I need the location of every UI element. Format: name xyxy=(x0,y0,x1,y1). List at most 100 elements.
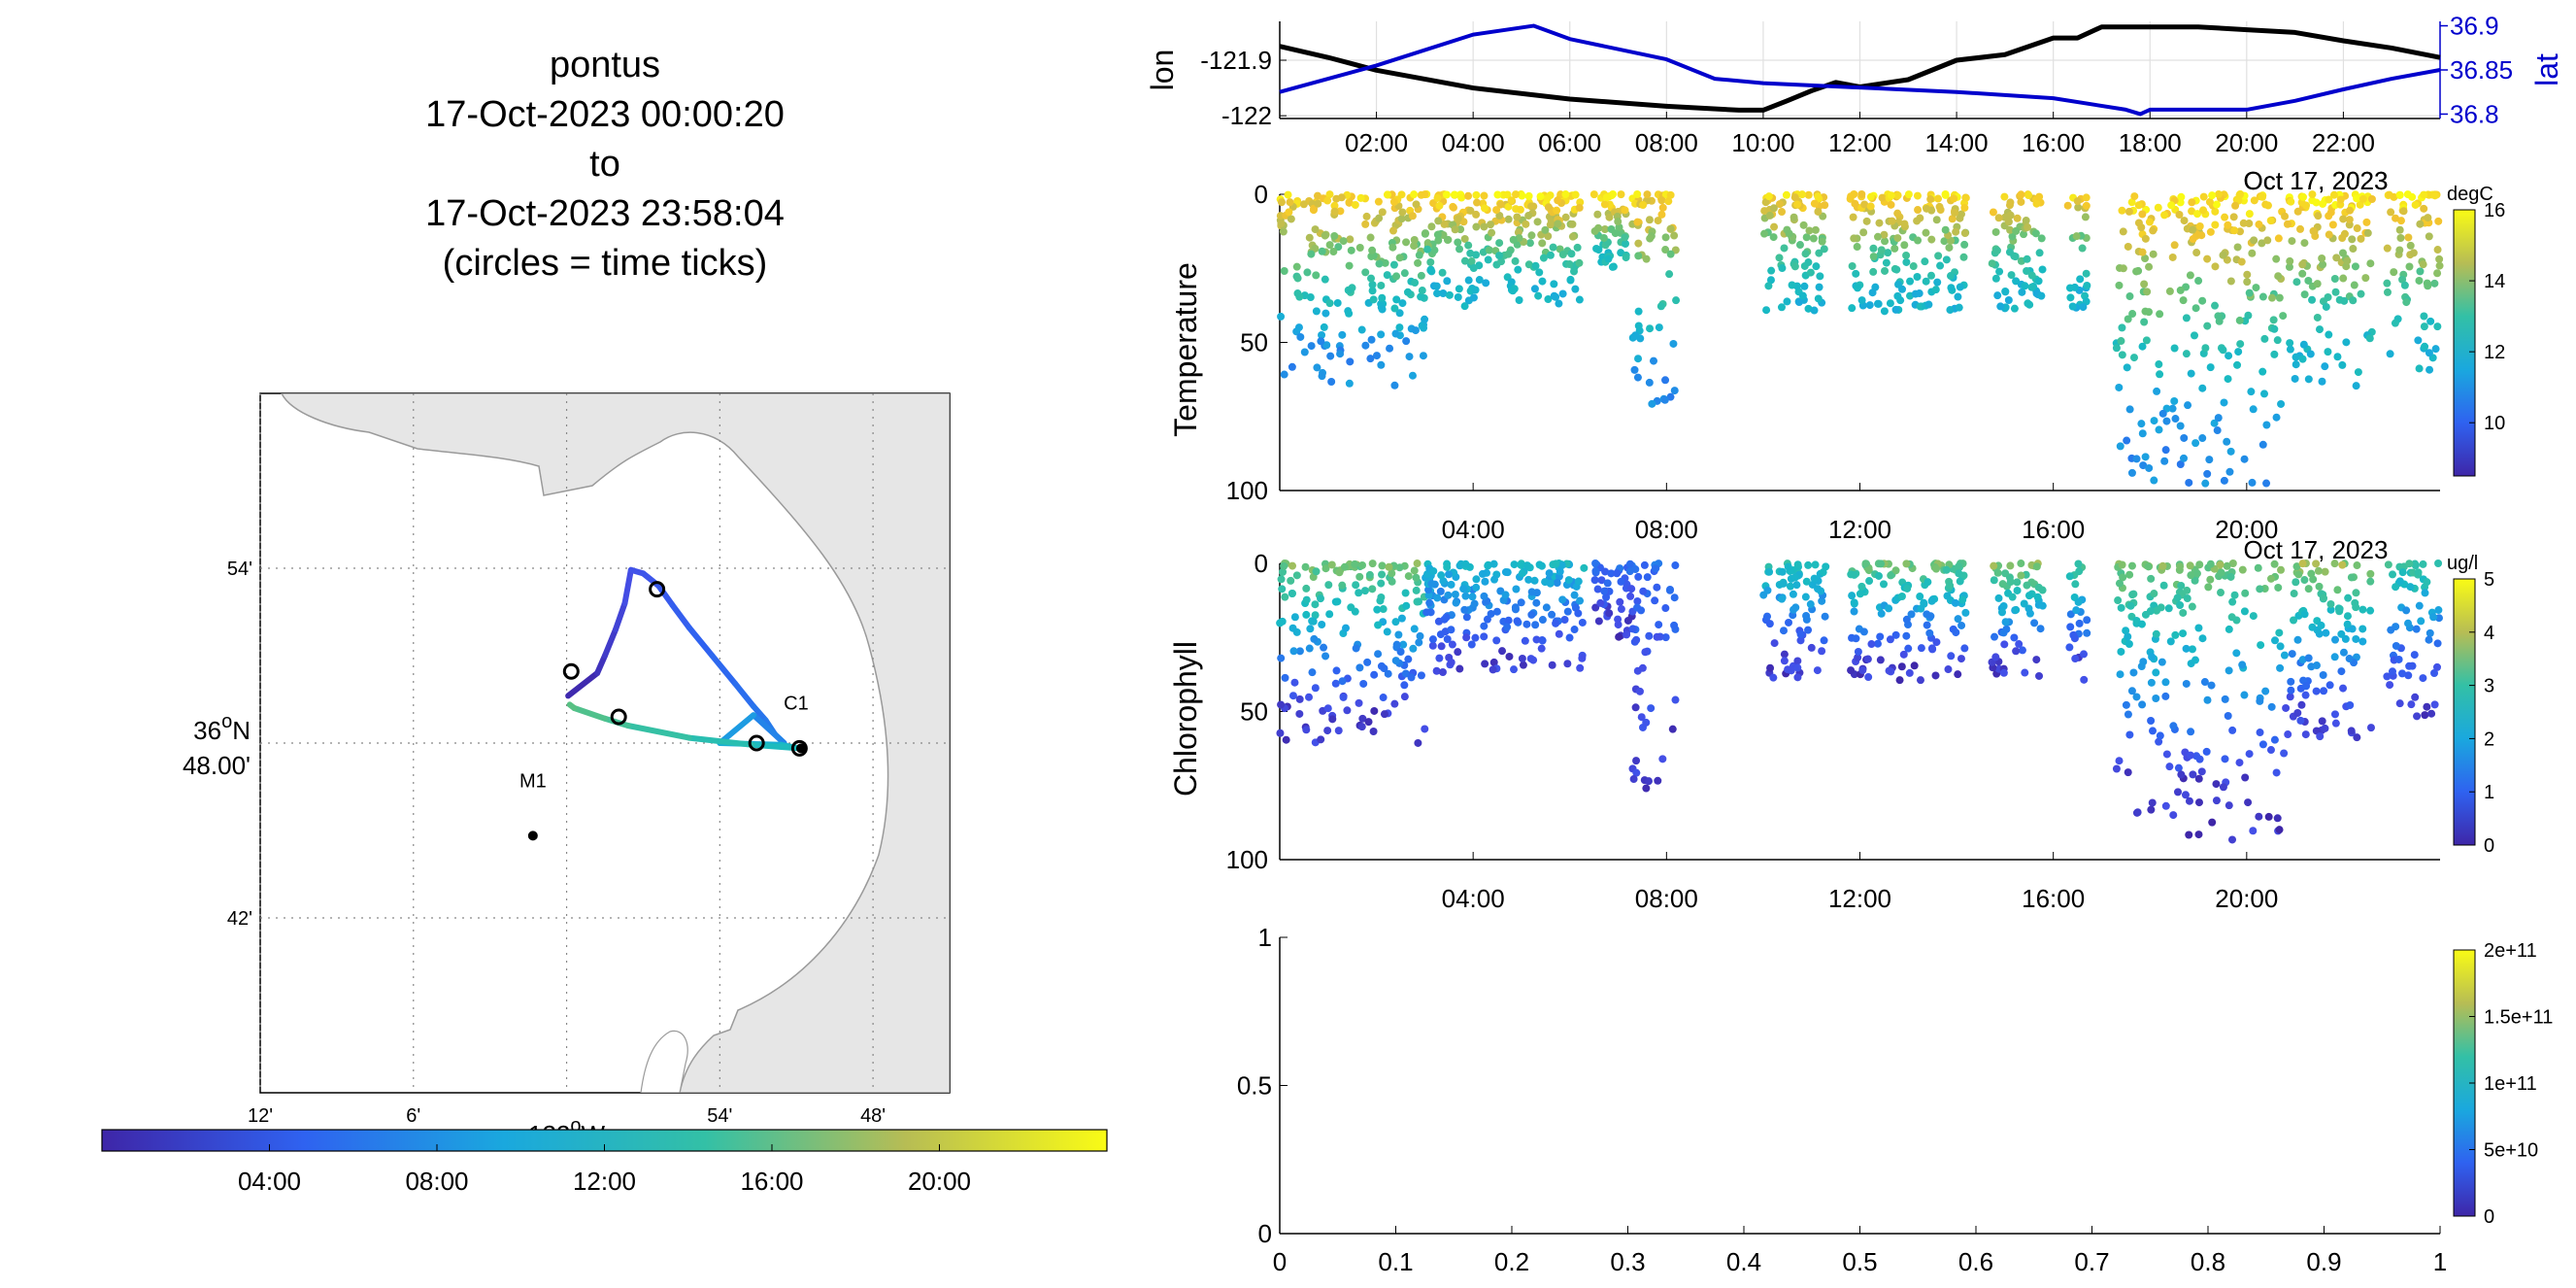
data-point xyxy=(2306,350,2315,358)
data-point xyxy=(2277,565,2286,574)
track-segment xyxy=(566,701,578,711)
data-point xyxy=(1998,580,2007,589)
data-point xyxy=(1617,605,1625,614)
data-point xyxy=(1325,241,1334,250)
data-point xyxy=(2383,279,2392,288)
data-point xyxy=(1661,233,1670,242)
data-point xyxy=(1445,290,1454,299)
data-point xyxy=(2198,634,2207,643)
y-axis-label-left: lon xyxy=(1145,50,1180,91)
data-point xyxy=(1487,609,1495,618)
data-point xyxy=(1600,587,1609,595)
data-point xyxy=(2245,750,2254,759)
x-tick-label: 0.3 xyxy=(1610,1247,1645,1276)
data-point xyxy=(1513,213,1522,221)
data-point xyxy=(1621,206,1629,215)
data-point xyxy=(1795,241,1804,250)
data-point xyxy=(2208,818,2217,827)
data-point xyxy=(1522,220,1530,228)
data-point xyxy=(2252,284,2260,292)
data-point xyxy=(1485,246,1493,254)
data-point xyxy=(1954,670,1962,679)
data-point xyxy=(1493,190,1502,199)
data-point xyxy=(2134,219,2143,227)
data-point xyxy=(1401,669,1410,678)
data-point xyxy=(2343,620,2352,628)
x-tick-label: 18:00 xyxy=(2119,128,2182,157)
data-point xyxy=(2245,210,2254,219)
data-point xyxy=(1554,220,1562,228)
data-point xyxy=(1865,301,1874,310)
data-point xyxy=(2082,201,2091,210)
data-point xyxy=(2258,440,2267,449)
data-point xyxy=(1917,644,1925,653)
data-point xyxy=(1821,612,1829,621)
data-point xyxy=(2176,562,2185,571)
data-point xyxy=(1796,629,1805,638)
data-point xyxy=(2066,610,2075,619)
data-point xyxy=(1644,777,1653,786)
data-point xyxy=(1806,268,1815,277)
date-label: Oct 17, 2023 xyxy=(2244,535,2389,564)
data-point xyxy=(1433,193,1442,202)
data-point xyxy=(2155,360,2163,369)
map-lat-center-minutes: 48.00' xyxy=(183,751,251,780)
time-tick-circle xyxy=(790,739,808,757)
data-point xyxy=(2006,561,2015,570)
data-point xyxy=(1311,684,1320,693)
data-point xyxy=(1778,594,1787,603)
x-tick-label: 0.7 xyxy=(2074,1247,2109,1276)
y-right-tick-label: 36.9 xyxy=(2450,12,2499,41)
data-point xyxy=(2013,578,2022,587)
data-point xyxy=(1994,214,2003,222)
data-point xyxy=(1302,595,1311,604)
data-point xyxy=(1936,261,1945,270)
data-point xyxy=(2353,224,2361,233)
data-point xyxy=(2161,692,2170,700)
data-point xyxy=(2269,316,2278,324)
data-point xyxy=(1516,205,1524,214)
data-point xyxy=(1518,569,1526,578)
y-axis-label: Chlorophyll xyxy=(1168,641,1203,797)
data-point xyxy=(1471,286,1480,294)
data-point xyxy=(2287,677,2295,686)
data-point xyxy=(1460,302,1469,311)
data-point xyxy=(1367,335,1376,344)
data-point xyxy=(1280,266,1288,275)
data-point xyxy=(1785,229,1793,238)
data-point xyxy=(2281,212,2290,220)
data-point xyxy=(1330,207,1339,216)
data-point xyxy=(1556,567,1564,576)
data-point xyxy=(1660,395,1669,404)
data-point xyxy=(2410,651,2419,660)
data-point xyxy=(1311,225,1320,234)
colorbar-tick-label: 0 xyxy=(2484,1206,2494,1228)
data-point xyxy=(1881,266,1890,275)
y-axis-label-right: lat xyxy=(2529,53,2564,86)
track-segment xyxy=(732,680,757,710)
data-point xyxy=(2308,295,2317,304)
x-tick-label: 22:00 xyxy=(2312,128,2375,157)
data-point xyxy=(1570,626,1579,634)
data-point xyxy=(2197,231,2206,240)
data-point xyxy=(2205,456,2214,464)
data-point xyxy=(1546,579,1555,588)
data-point xyxy=(2138,700,2147,709)
data-point xyxy=(1563,660,1572,668)
data-point xyxy=(1345,309,1354,318)
data-point xyxy=(1445,570,1454,579)
data-point xyxy=(1934,252,1943,260)
data-point xyxy=(1765,567,1774,576)
data-point xyxy=(1312,307,1321,316)
data-point xyxy=(1398,208,1407,217)
data-point xyxy=(1321,309,1330,318)
data-point xyxy=(2420,312,2428,321)
data-point xyxy=(2233,243,2242,252)
data-point xyxy=(2392,641,2400,650)
data-point xyxy=(1277,700,1286,709)
data-point xyxy=(2350,281,2359,289)
data-point xyxy=(2127,687,2136,695)
title-line: pontus xyxy=(550,45,660,85)
data-point xyxy=(1492,206,1501,215)
data-point xyxy=(2344,593,2353,602)
